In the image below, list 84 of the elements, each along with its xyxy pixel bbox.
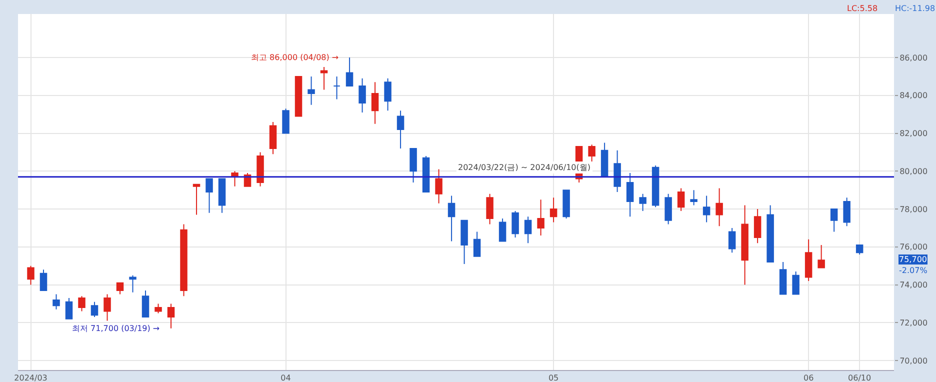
candlestick: [27, 265, 34, 286]
candlestick: [830, 208, 838, 232]
candlestick: [754, 208, 762, 244]
candlestick: [346, 57, 354, 86]
candlestick: [512, 210, 519, 238]
x-tick-label: 06: [803, 374, 814, 382]
y-tick-label: 72,000: [900, 318, 928, 328]
y-tick-label: 78,000: [900, 204, 928, 214]
candlestick: [614, 150, 621, 192]
candlestick: [308, 76, 315, 106]
x-tick-label: 04: [280, 374, 291, 382]
candlestick: [40, 269, 48, 291]
candlestick: [371, 82, 379, 124]
candlestick: [78, 296, 86, 312]
candlestick: [524, 216, 532, 244]
candlestick: [154, 303, 162, 314]
candlestick: [498, 218, 506, 242]
candlestick: [486, 193, 494, 225]
candlestick: [804, 238, 812, 282]
candlestick: [384, 78, 392, 112]
candlestick: [626, 172, 634, 218]
candlestick: [728, 227, 736, 254]
candlestick: [664, 193, 672, 225]
candlestick: [104, 294, 111, 322]
y-tick-label: 76,000: [900, 242, 928, 252]
candlestick: [741, 204, 748, 286]
x-tick-label: 06/10: [848, 374, 872, 382]
candlestick: [448, 195, 456, 242]
candlestick: [65, 298, 73, 320]
candlestick: [206, 178, 213, 214]
candlestick: [562, 190, 570, 220]
candlestick: [90, 301, 98, 318]
candlestick: [269, 121, 277, 155]
y-tick-label: 86,000: [900, 53, 928, 62]
text: HC:-11.98: [895, 4, 936, 13]
candlestick: [792, 271, 800, 295]
candlestick: [333, 76, 340, 100]
candlestick: [116, 282, 124, 295]
candlestick: [690, 190, 698, 206]
candlestick: [460, 220, 468, 264]
candlestick: [473, 231, 481, 257]
candlestick: [639, 193, 646, 212]
text: -2.07%: [899, 266, 928, 275]
candlestick: [435, 168, 442, 204]
candlestick: [702, 195, 710, 223]
candlestick: [52, 294, 60, 310]
candlestick: [779, 262, 787, 295]
candlestick: [192, 184, 200, 216]
candlestick: [320, 66, 328, 90]
candlestick: [588, 144, 596, 162]
text: 75,700: [899, 255, 927, 264]
candlestick: [600, 142, 608, 178]
candlestick: [550, 197, 558, 223]
candlestick: [856, 244, 864, 255]
candlestick: [358, 78, 366, 113]
candlestick: [396, 110, 404, 149]
y-tick-label: 70,000: [900, 356, 928, 366]
x-tick-label: 05: [548, 374, 559, 382]
candlestick: [677, 188, 685, 212]
y-tick-label: 84,000: [900, 91, 928, 100]
candlestick: [716, 188, 723, 227]
candlestick: [218, 178, 226, 214]
candlestick: [180, 224, 188, 297]
annotation: 최고 86,000 (04/08) →: [251, 53, 339, 62]
candlestick: [256, 152, 264, 187]
y-tick-label: 82,000: [900, 129, 928, 138]
candlestick: [766, 204, 774, 263]
candlestick: [818, 244, 825, 268]
candlestick: [422, 156, 430, 192]
candlestick: [294, 76, 302, 117]
x-tick-label: 2024/03: [14, 374, 48, 382]
y-tick-label: 80,000: [900, 166, 928, 176]
y-tick-label: 74,000: [900, 280, 928, 290]
candlestick: [167, 303, 175, 329]
text: LC:5.58: [847, 4, 878, 13]
ref-line-label: 2024/03/22(금) ~ 2024/06/10(월): [458, 163, 590, 172]
candlestick: [129, 274, 136, 293]
candlestick: [142, 290, 150, 318]
candlestick: [537, 199, 544, 236]
candlestick: [843, 197, 850, 227]
candlestick: [652, 164, 660, 208]
candlestick: [282, 108, 290, 134]
annotation: 최저 71,700 (03/19) →: [72, 324, 160, 333]
candlestick: [410, 148, 417, 184]
